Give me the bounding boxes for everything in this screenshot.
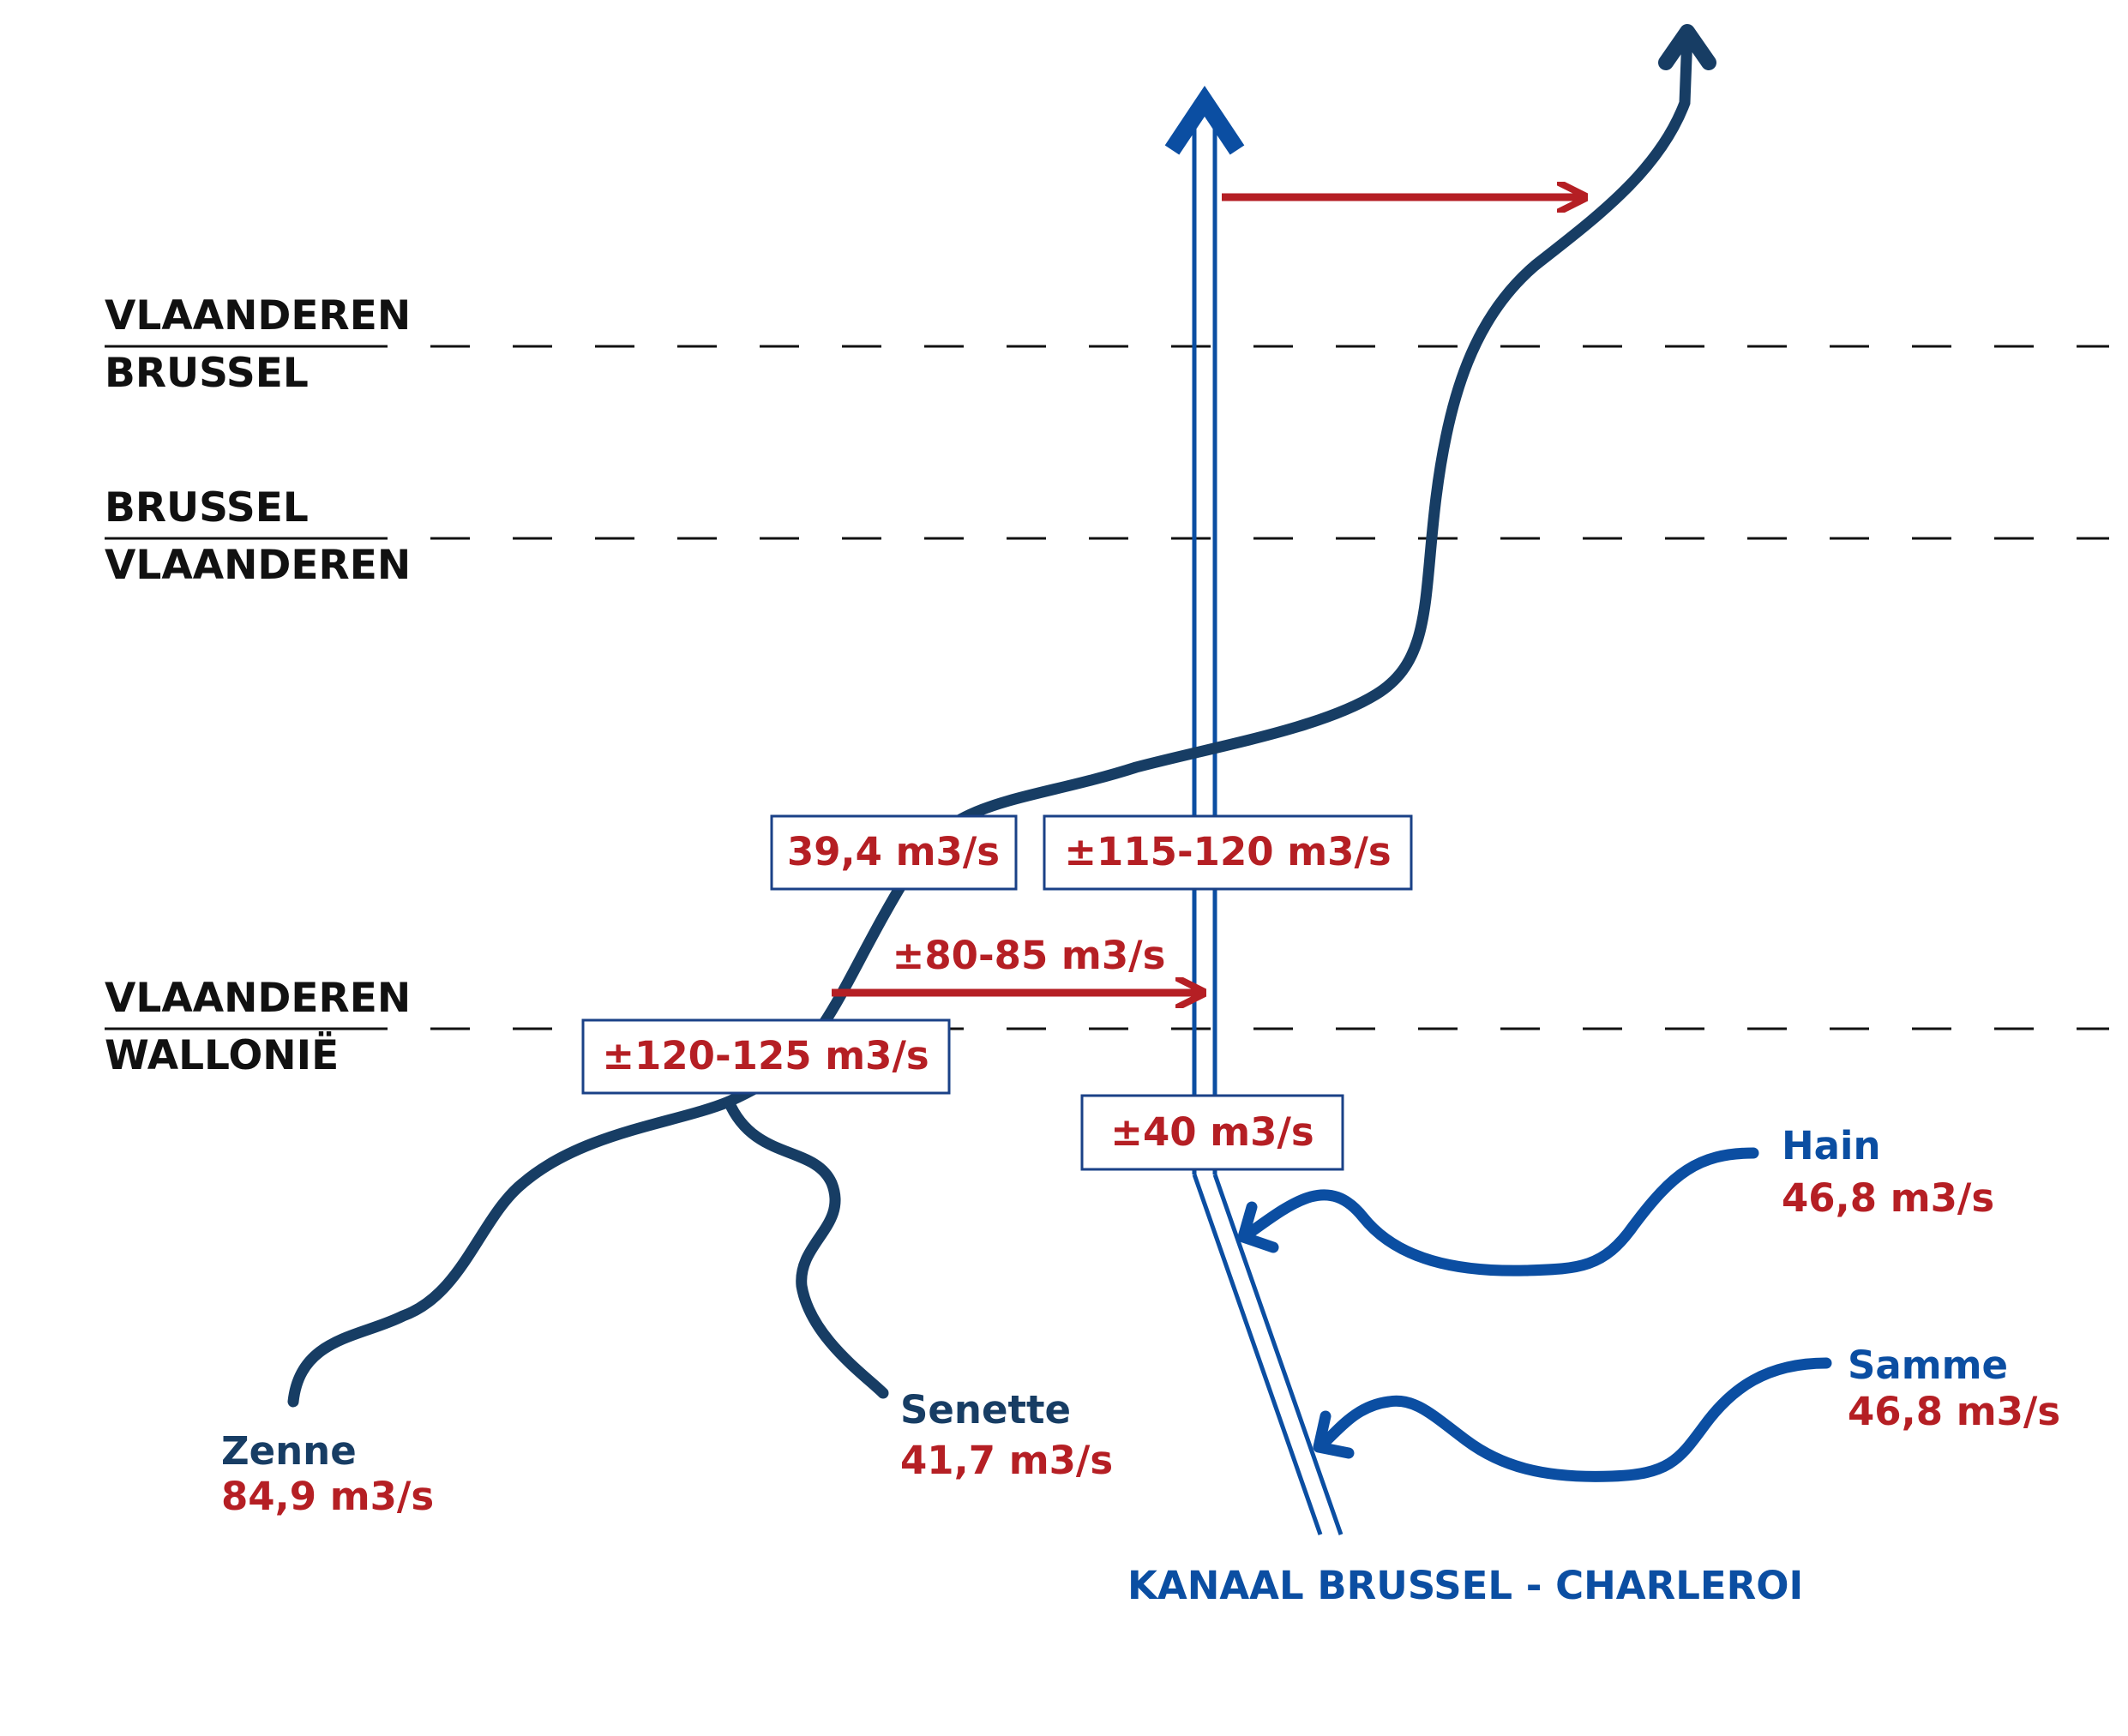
canal-upstream-box [1080, 1094, 1344, 1171]
hain-label: Hain [1782, 1123, 1881, 1168]
river-after-diversion-value: 39,4 m3/s [787, 829, 1000, 874]
border-label-vlaanderen-3: VLAANDEREN [105, 975, 411, 1022]
border-label-vlaanderen-1: VLAANDEREN [105, 292, 411, 339]
hain-flow: 46,8 m3/s [1782, 1175, 1994, 1221]
senette-flow: 41,7 m3/s [900, 1438, 1113, 1483]
zenne-arrowhead-icon [1658, 24, 1716, 70]
zenne-flow: 84,9 m3/s [221, 1474, 434, 1519]
zenne-label: Zenne [221, 1428, 357, 1474]
zenne-river [287, 28, 1693, 1408]
border-label-vlaanderen-2: VLAANDEREN [105, 542, 411, 589]
hain-arrowhead-icon [1237, 1201, 1279, 1253]
border-label-wallonie: WALLONIË [105, 1032, 339, 1079]
diversion-value: ±80-85 m3/s [893, 933, 1166, 978]
canal-arrowhead-icon [1164, 85, 1245, 155]
canal-label: KANAAL BRUSSEL - CHARLEROI [1127, 1563, 1803, 1608]
hain-river [1241, 1147, 1759, 1276]
samme-flow: 46,8 m3/s [1848, 1389, 2060, 1434]
samme-arrowhead-icon [1313, 1410, 1355, 1459]
senette-label: Senette [900, 1387, 1071, 1433]
border-label-brussel-2: BRUSSEL [105, 484, 309, 532]
canal-after-diversion-value: ±115-120 m3/s [1064, 829, 1391, 874]
senette-river [723, 1096, 889, 1399]
canal-after-diversion-box [1043, 814, 1413, 891]
samme-label: Samme [1848, 1343, 2008, 1388]
border-label-brussel-1: BRUSSEL [105, 350, 309, 397]
river-at-border-value: ±120-125 m3/s [602, 1033, 929, 1078]
river-at-border-box [581, 1018, 951, 1095]
samme-river [1316, 1357, 1832, 1482]
river-after-diversion-box [770, 814, 1018, 891]
canal-upstream-value: ±40 m3/s [1110, 1109, 1313, 1155]
